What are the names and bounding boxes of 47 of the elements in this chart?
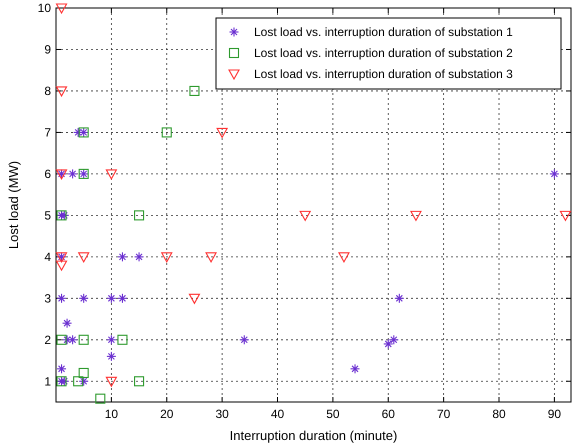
point [106, 376, 117, 387]
y-tick-label: 3 [44, 291, 52, 306]
y-tick-label: 7 [44, 125, 52, 140]
legend-label: Lost load vs. interruption duration of substation 1 [254, 25, 514, 39]
point [189, 86, 200, 96]
point [161, 252, 172, 262]
y-tick-label: 4 [44, 250, 52, 264]
point [300, 210, 311, 221]
point [73, 376, 84, 386]
y-axis-title: Lost load (MW) [6, 160, 21, 250]
point [78, 334, 89, 345]
x-tick-label: 10 [104, 407, 118, 421]
x-tick-label: 40 [270, 407, 284, 421]
point [117, 334, 128, 345]
legend-label: Lost load vs. interruption duration of substation 2 [254, 46, 514, 60]
point [206, 252, 217, 262]
y-tick-label: 1 [44, 374, 52, 388]
x-tick-label: 80 [492, 407, 506, 421]
x-tick-label: 60 [382, 407, 396, 421]
point [134, 210, 144, 220]
y-tick-label: 5 [44, 208, 52, 222]
x-tick-label: 90 [548, 407, 562, 421]
y-tick-label: 8 [44, 84, 52, 98]
x-tick-label: 70 [436, 407, 451, 421]
point [56, 3, 68, 14]
point [338, 252, 350, 262]
point [56, 260, 68, 271]
point [95, 394, 106, 404]
point [560, 210, 572, 221]
x-tick-label: 20 [160, 407, 174, 421]
point [56, 86, 68, 96]
point [106, 169, 117, 180]
point [134, 376, 144, 386]
y-tick-label: 6 [44, 166, 52, 181]
point [162, 127, 172, 138]
point [78, 368, 89, 378]
point [78, 252, 90, 262]
point [188, 294, 200, 304]
y-tick-label: 2 [44, 332, 52, 347]
x-axis-title: Interruption duration (minute) [230, 428, 398, 443]
y-tick-label: 10 [38, 1, 52, 15]
y-tick-label: 9 [44, 42, 52, 56]
x-tick-label: 50 [326, 407, 340, 421]
point [216, 128, 228, 138]
x-tick-label: 30 [215, 407, 230, 421]
legend-label: Lost load vs. interruption duration of substation 3 [254, 67, 514, 81]
point [410, 210, 422, 221]
